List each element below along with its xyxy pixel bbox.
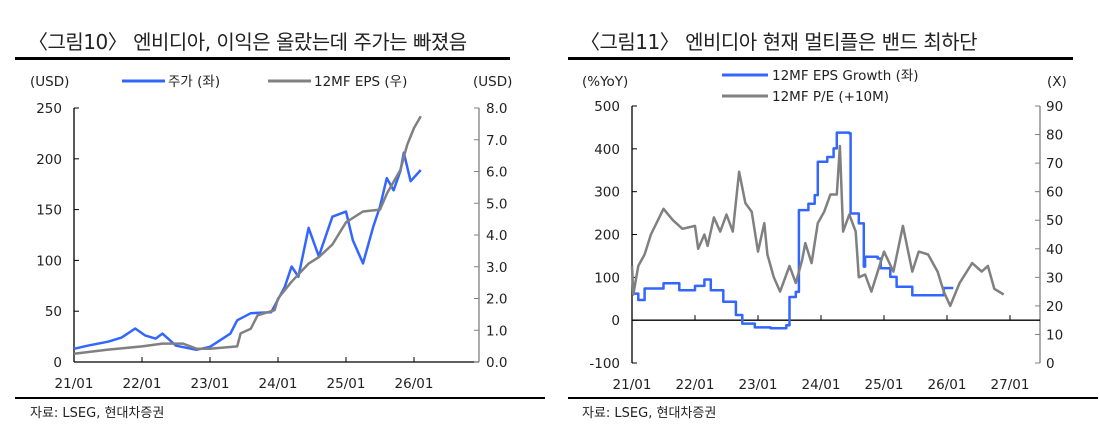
y-right-tick-label: 0.0 xyxy=(486,355,507,371)
chart-10-title: 〈그림10〉 엔비디아, 이익은 올랐는데 주가는 빠졌음 xyxy=(28,30,467,54)
y-right-tick-label: 30 xyxy=(1046,270,1063,286)
x-tick-label: 21/01 xyxy=(55,376,94,392)
series-line-primary xyxy=(73,151,422,352)
y-right-tick-label: 1.0 xyxy=(486,323,507,339)
legend-price-label: 주가 (좌) xyxy=(168,74,220,90)
x-tick-label: 24/01 xyxy=(259,376,298,392)
y-right-tick-label: 7.0 xyxy=(486,133,507,149)
y-right-tick-label: 8.0 xyxy=(486,101,507,117)
y-right-tick-label: 70 xyxy=(1046,156,1063,172)
x-tick-label: 23/01 xyxy=(191,376,230,392)
x-tick-label: 25/01 xyxy=(327,376,366,392)
series-line-secondary xyxy=(73,115,422,355)
y-right-tick-label: 3.0 xyxy=(486,260,507,276)
y-right-tick-label: 10 xyxy=(1046,327,1063,343)
x-tick-label: 25/01 xyxy=(865,377,904,393)
x-tick-label: 22/01 xyxy=(676,377,715,393)
chart-11-y-right-label: (X) xyxy=(1047,74,1067,90)
chart-11-source: 자료: LSEG, 현대차증권 xyxy=(582,406,717,421)
x-tick-label: 22/01 xyxy=(123,376,162,392)
y-left-tick-label: 50 xyxy=(45,304,62,320)
y-right-tick-label: 2.0 xyxy=(486,292,507,308)
chart-11-y-left-label: (%YoY) xyxy=(582,74,628,90)
footer-rule-right xyxy=(568,397,1098,399)
legend-eps-label: 12MF EPS (우) xyxy=(314,74,407,90)
y-left-tick-label: 200 xyxy=(36,152,62,168)
title-rule-left xyxy=(15,57,510,60)
chart-10-source: 자료: LSEG, 현대차증권 xyxy=(30,406,165,421)
chart-10-y-right-label: (USD) xyxy=(473,74,512,90)
chart-10-y-left-label: (USD) xyxy=(30,74,69,90)
y-left-tick-label: 250 xyxy=(36,101,62,117)
y-left-tick-label: 300 xyxy=(594,185,620,201)
chart-11-title: 〈그림11〉 엔비디아 현재 멀티플은 밴드 최하단 xyxy=(580,30,978,54)
title-rule-right xyxy=(568,57,1073,60)
x-tick-label: 26/01 xyxy=(395,376,434,392)
series-line-primary xyxy=(632,131,954,330)
series-line-secondary xyxy=(630,144,1005,308)
legend-growth-label: 12MF EPS Growth (좌) xyxy=(772,68,919,84)
x-tick-label: 23/01 xyxy=(739,377,778,393)
y-left-tick-label: 150 xyxy=(36,203,62,219)
y-right-tick-label: 90 xyxy=(1046,99,1063,115)
footer-rule-left xyxy=(15,397,545,399)
x-tick-label: 21/01 xyxy=(613,377,652,393)
y-left-tick-label: 100 xyxy=(594,270,620,286)
y-right-tick-label: 6.0 xyxy=(486,165,507,181)
y-left-tick-label: 0 xyxy=(53,355,62,371)
y-left-tick-label: 400 xyxy=(594,142,620,158)
y-left-tick-label: 200 xyxy=(594,228,620,244)
y-left-tick-label: 100 xyxy=(36,253,62,269)
y-right-tick-label: 80 xyxy=(1046,128,1063,144)
y-right-tick-label: 5.0 xyxy=(486,196,507,212)
y-left-tick-label: -100 xyxy=(589,356,620,372)
y-right-tick-label: 40 xyxy=(1046,242,1063,258)
x-tick-label: 26/01 xyxy=(928,377,967,393)
y-right-tick-label: 0 xyxy=(1046,356,1055,372)
legend-pe-label: 12MF P/E (+10M) xyxy=(772,89,889,105)
y-right-tick-label: 50 xyxy=(1046,213,1063,229)
x-tick-label: 24/01 xyxy=(802,377,841,393)
x-tick-label: 27/01 xyxy=(991,377,1030,393)
y-right-tick-label: 20 xyxy=(1046,299,1063,315)
y-left-tick-label: 0 xyxy=(611,313,620,329)
y-right-tick-label: 60 xyxy=(1046,185,1063,201)
y-right-tick-label: 4.0 xyxy=(486,228,507,244)
y-left-tick-label: 500 xyxy=(594,99,620,115)
